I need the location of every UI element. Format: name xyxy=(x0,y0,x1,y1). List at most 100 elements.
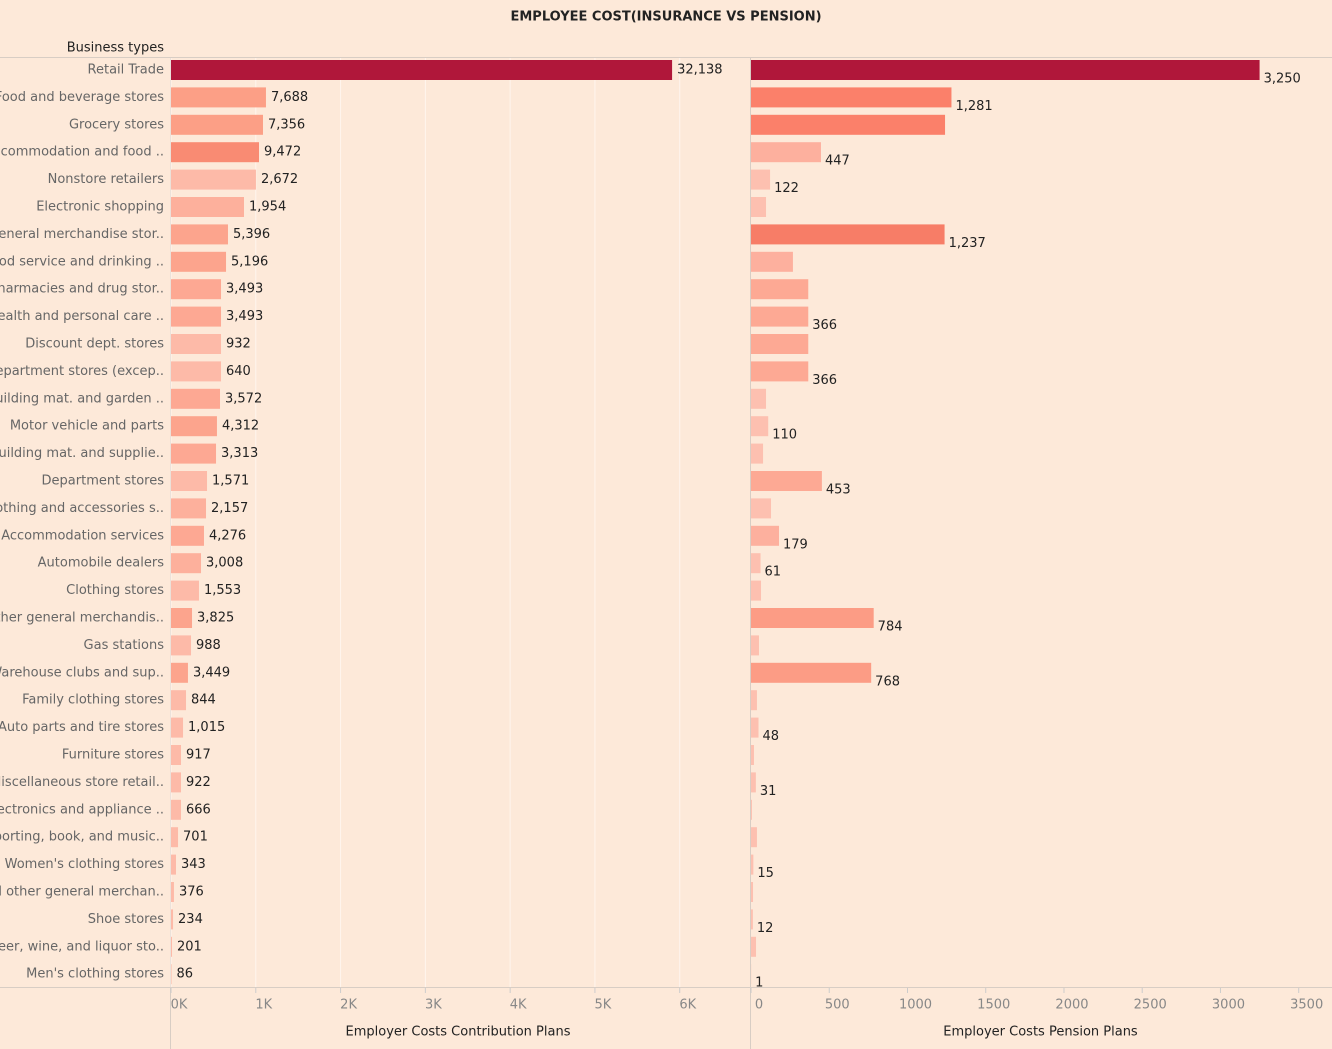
bar xyxy=(751,745,754,765)
x-tick-label: 1000 xyxy=(899,998,932,1013)
bar xyxy=(751,471,822,491)
category-label: Shoe stores xyxy=(88,912,164,927)
data-label: 122 xyxy=(774,181,799,196)
category-label: Furniture stores xyxy=(62,748,164,763)
bar xyxy=(171,608,193,628)
bar xyxy=(751,334,809,354)
x-tick-label: 5K xyxy=(595,998,612,1013)
category-label: Discount dept. stores xyxy=(25,337,164,352)
category-label: Department stores (excep.. xyxy=(0,364,164,379)
bar xyxy=(171,279,222,300)
data-label: 640 xyxy=(226,364,251,379)
bar xyxy=(751,169,771,190)
x-axis-title: Employer Costs Contribution Plans xyxy=(346,1025,571,1040)
category-label: Other general merchandis.. xyxy=(0,611,164,626)
bar xyxy=(171,87,266,108)
bar xyxy=(751,361,809,382)
bar xyxy=(751,580,762,601)
category-label: Accommodation services xyxy=(1,528,164,543)
category-label: Electronic shopping xyxy=(36,200,164,215)
bar xyxy=(171,854,177,875)
category-label: Clothing stores xyxy=(66,583,164,598)
data-label: 15 xyxy=(757,866,774,881)
category-label: Accommodation and food .. xyxy=(0,145,164,160)
category-label: Miscellaneous store retail.. xyxy=(0,775,164,790)
data-label: 1,281 xyxy=(955,99,992,114)
data-label: 447 xyxy=(825,154,850,169)
data-label: 701 xyxy=(183,830,208,845)
bar xyxy=(751,498,772,519)
data-label: 3,825 xyxy=(197,611,234,626)
data-label: 31 xyxy=(760,784,777,799)
bar xyxy=(171,114,263,135)
bar xyxy=(171,388,221,409)
x-tick-label: 500 xyxy=(825,998,850,1013)
category-label: Sporting, book, and music.. xyxy=(0,830,164,845)
bar xyxy=(171,635,192,656)
bar xyxy=(171,745,182,765)
bar xyxy=(171,964,172,985)
bar xyxy=(751,772,756,793)
data-label: 366 xyxy=(812,373,837,388)
category-label: Health and personal care .. xyxy=(0,309,164,324)
data-label: 5,396 xyxy=(233,227,270,242)
bar xyxy=(171,662,188,683)
bar xyxy=(171,443,217,464)
bar xyxy=(171,498,207,519)
x-tick-label: 1K xyxy=(255,998,272,1013)
bar xyxy=(751,197,767,217)
x-tick-label: 0 xyxy=(755,998,763,1013)
chart-title: EMPLOYEE COST(INSURANCE VS PENSION) xyxy=(510,10,821,25)
bar xyxy=(751,854,754,875)
bar xyxy=(171,416,217,437)
bar xyxy=(751,717,759,738)
category-label: Motor vehicle and parts xyxy=(10,419,164,434)
data-label: 110 xyxy=(772,428,797,443)
x-tick-label: 3000 xyxy=(1212,998,1245,1013)
bar xyxy=(171,60,673,80)
data-label: 4,312 xyxy=(222,419,259,434)
bar xyxy=(171,197,245,217)
bar xyxy=(751,608,874,628)
data-label: 988 xyxy=(196,638,221,653)
data-label: 234 xyxy=(178,912,203,927)
bar xyxy=(751,936,757,957)
category-label: Family clothing stores xyxy=(22,693,164,708)
data-label: 917 xyxy=(186,748,211,763)
bar xyxy=(751,799,752,820)
data-label: 4,276 xyxy=(209,528,246,543)
bar xyxy=(171,882,174,902)
bar xyxy=(171,580,199,601)
data-label: 768 xyxy=(875,674,900,689)
category-label: Clothing and accessories s.. xyxy=(0,501,164,516)
data-label: 3,008 xyxy=(206,556,243,571)
x-axis-title: Employer Costs Pension Plans xyxy=(943,1025,1138,1040)
data-label: 9,472 xyxy=(264,145,301,160)
data-label: 12 xyxy=(757,921,774,936)
data-label: 86 xyxy=(177,967,194,982)
data-label: 666 xyxy=(186,802,211,817)
x-tick-label: 2500 xyxy=(1134,998,1167,1013)
category-label: Men's clothing stores xyxy=(26,967,164,982)
bar xyxy=(171,799,182,820)
category-label: Pharmacies and drug stor.. xyxy=(0,282,164,297)
category-label: Food service and drinking .. xyxy=(0,254,164,269)
data-label: 1,237 xyxy=(949,236,986,251)
bar xyxy=(171,827,179,848)
data-label: 1 xyxy=(755,976,763,991)
category-label: Department stores xyxy=(42,474,165,489)
data-label: 366 xyxy=(812,318,837,333)
data-label: 376 xyxy=(179,885,204,900)
category-label: Auto parts and tire stores xyxy=(0,720,164,735)
category-label: Retail Trade xyxy=(88,63,164,78)
data-label: 3,313 xyxy=(221,446,258,461)
bar xyxy=(751,114,946,135)
category-label: Building mat. and garden .. xyxy=(0,391,164,406)
data-label: 1,571 xyxy=(212,474,249,489)
bar xyxy=(751,827,757,848)
x-tick-label: 2000 xyxy=(1055,998,1088,1013)
data-label: 7,356 xyxy=(268,117,305,132)
bar xyxy=(751,443,764,464)
bar xyxy=(171,169,256,190)
data-label: 3,250 xyxy=(1264,72,1301,87)
